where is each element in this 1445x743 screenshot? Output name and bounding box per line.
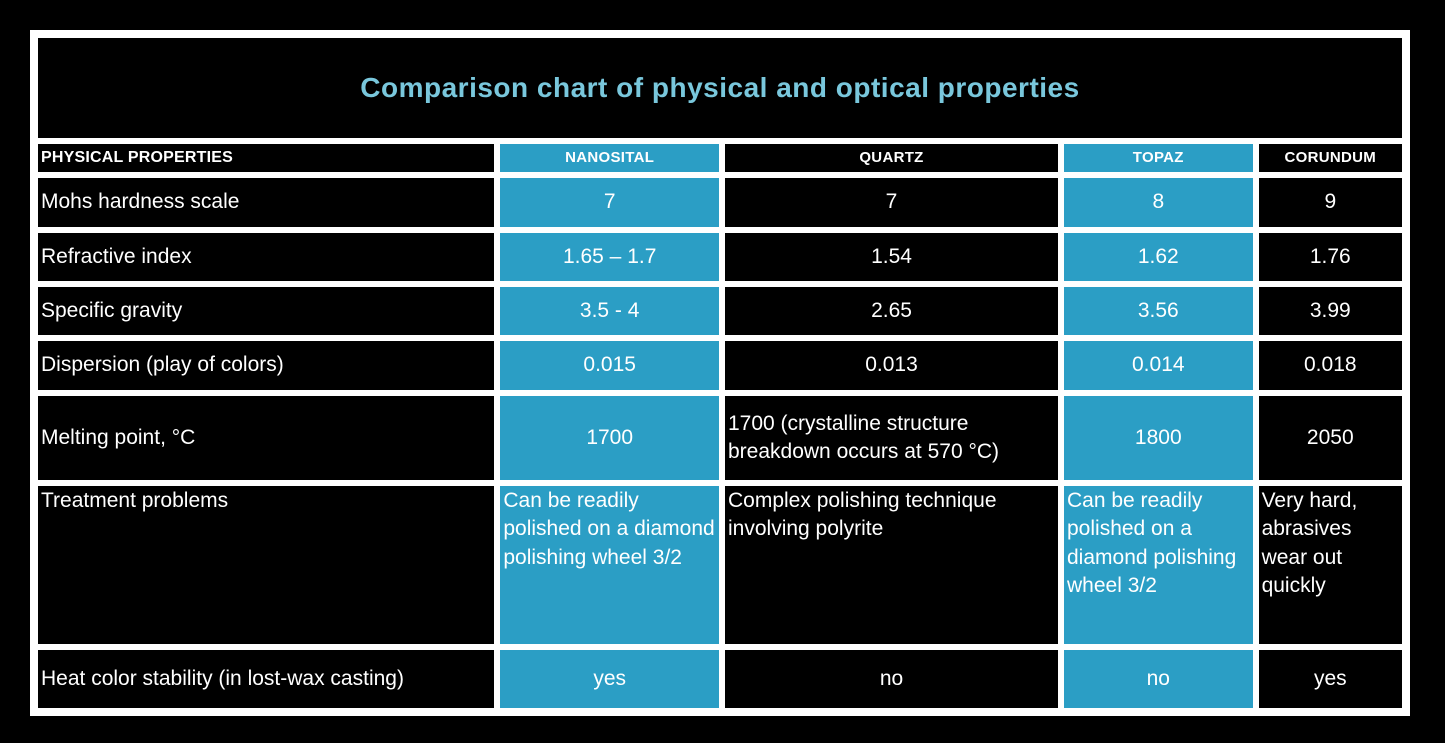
cell-treatment-topaz: Can be readily polished on a diamond pol…: [1064, 486, 1253, 644]
cell-heat-topaz: no: [1064, 650, 1253, 708]
cell-mohs-topaz: 8: [1064, 178, 1253, 227]
cell-melting-quartz: 1700 (crystalline structure breakdown oc…: [725, 396, 1058, 480]
row-label-treatment-problems: Treatment problems: [38, 486, 495, 644]
row-label-heat-color-stability: Heat color stability (in lost-wax castin…: [38, 650, 495, 708]
column-header-corundum: CORUNDUM: [1258, 144, 1402, 172]
page-title: Comparison chart of physical and optical…: [360, 72, 1080, 103]
column-header-topaz: TOPAZ: [1064, 144, 1253, 172]
column-header-nanosital: NANOSITAL: [500, 144, 719, 172]
cell-treatment-corundum: Very hard, abrasives wear out quickly: [1258, 486, 1402, 644]
row-label-dispersion: Dispersion (play of colors): [38, 341, 495, 390]
cell-dispersion-corundum: 0.018: [1258, 341, 1402, 390]
cell-mohs-nanosital: 7: [500, 178, 719, 227]
row-label-refractive-index: Refractive index: [38, 233, 495, 281]
column-header-quartz: QUARTZ: [725, 144, 1058, 172]
cell-gravity-nanosital: 3.5 - 4: [500, 287, 719, 335]
cell-gravity-corundum: 3.99: [1258, 287, 1402, 335]
table-frame: Comparison chart of physical and optical…: [30, 30, 1410, 716]
cell-refractive-corundum: 1.76: [1258, 233, 1402, 281]
cell-heat-nanosital: yes: [500, 650, 719, 708]
cell-refractive-topaz: 1.62: [1064, 233, 1253, 281]
row-label-mohs-hardness: Mohs hardness scale: [38, 178, 495, 227]
cell-heat-corundum: yes: [1258, 650, 1402, 708]
cell-treatment-nanosital: Can be readily polished on a diamond pol…: [500, 486, 719, 644]
title-block: Comparison chart of physical and optical…: [38, 38, 1402, 138]
cell-dispersion-nanosital: 0.015: [500, 341, 719, 390]
cell-gravity-quartz: 2.65: [725, 287, 1058, 335]
column-header-physical-properties: PHYSICAL PROPERTIES: [38, 144, 495, 172]
cell-gravity-topaz: 3.56: [1064, 287, 1253, 335]
cell-treatment-quartz: Complex polishing technique involving po…: [725, 486, 1058, 644]
cell-melting-corundum: 2050: [1258, 396, 1402, 480]
cell-dispersion-topaz: 0.014: [1064, 341, 1253, 390]
cell-heat-quartz: no: [725, 650, 1058, 708]
cell-melting-topaz: 1800: [1064, 396, 1253, 480]
cell-mohs-corundum: 9: [1258, 178, 1402, 227]
comparison-table: PHYSICAL PROPERTIES NANOSITAL QUARTZ TOP…: [38, 144, 1402, 708]
cell-refractive-nanosital: 1.65 – 1.7: [500, 233, 719, 281]
cell-melting-nanosital: 1700: [500, 396, 719, 480]
row-label-melting-point: Melting point, °C: [38, 396, 495, 480]
cell-dispersion-quartz: 0.013: [725, 341, 1058, 390]
cell-mohs-quartz: 7: [725, 178, 1058, 227]
row-label-specific-gravity: Specific gravity: [38, 287, 495, 335]
cell-refractive-quartz: 1.54: [725, 233, 1058, 281]
